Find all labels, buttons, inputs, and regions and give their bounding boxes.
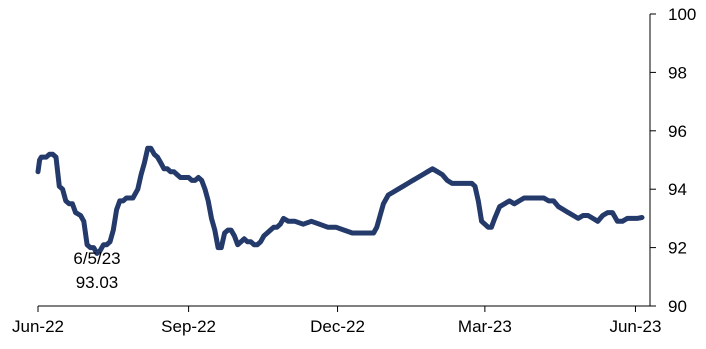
annotation-text: 6/5/23 [73, 249, 120, 268]
axes: Jun-22 Sep-22 Dec-22 Mar-23 Jun-23 90 92 94 96 98… [12, 5, 696, 336]
plot-area [35, 145, 645, 256]
x-tick-label: Jun-22 [12, 317, 64, 336]
y-tick-label: 96 [668, 122, 687, 141]
series-line [35, 145, 645, 256]
x-tick-label: Jun-23 [609, 317, 661, 336]
y-tick-label: 90 [668, 297, 687, 316]
annotation-text: 93.03 [76, 273, 119, 292]
y-tick-label: 98 [668, 63, 687, 82]
y-tick-label: 94 [668, 180, 687, 199]
y-tick-label: 92 [668, 239, 687, 258]
y-tick-label: 100 [668, 5, 696, 24]
x-tick-label: Mar-23 [458, 317, 512, 336]
x-tick-label: Dec-22 [310, 317, 365, 336]
x-tick-label: Sep-22 [161, 317, 216, 336]
annotations: 6/5/23 93.03 [73, 249, 120, 292]
